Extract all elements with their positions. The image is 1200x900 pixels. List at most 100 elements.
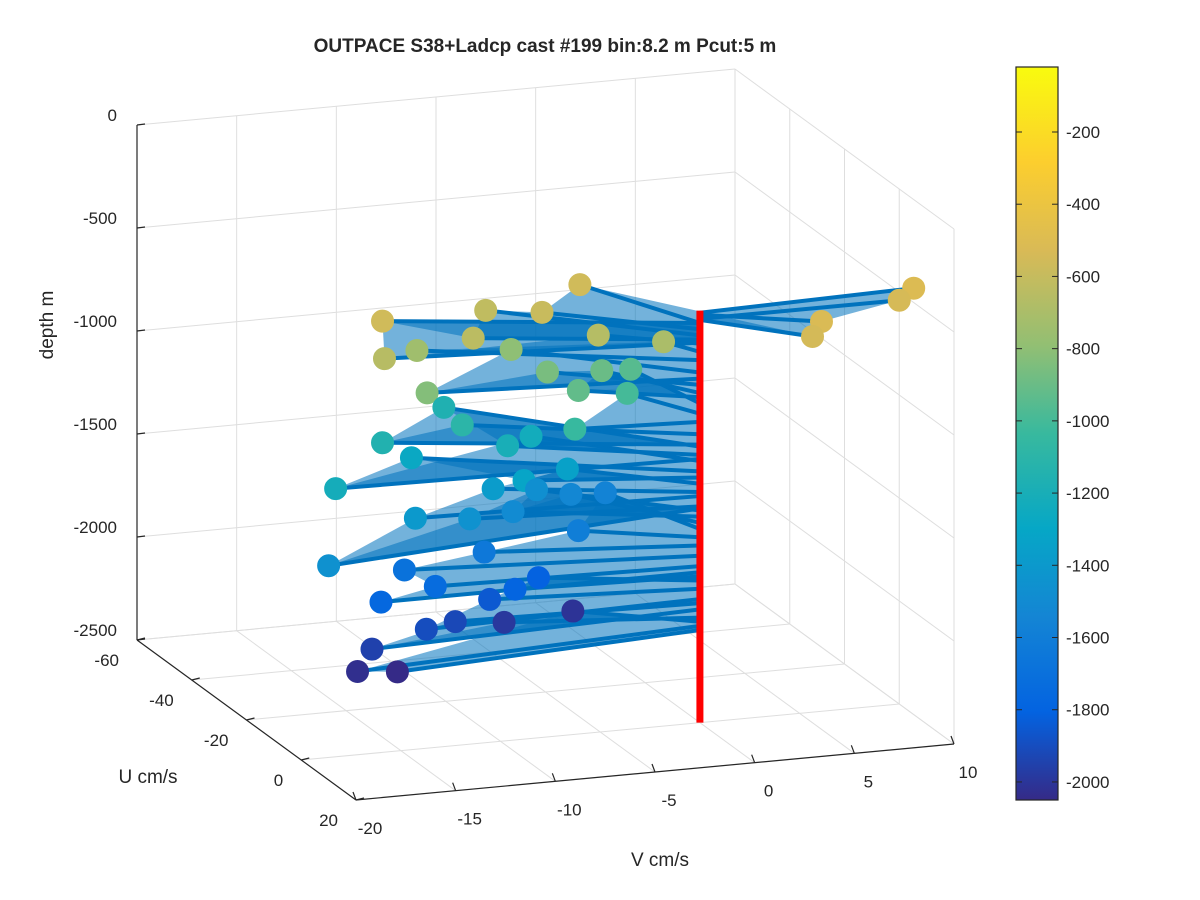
data-marker [519,424,543,448]
colorbar-ticks: -200 -400 -600 -800 -1000 -1200 -1400 -1600 -180… [1016,123,1109,792]
grid-line [734,480,955,642]
data-marker [590,359,614,383]
vector-band [357,625,700,672]
colorbar: -200 -400 -600 -800 -1000 -1200 -1400 -1600 -180… [1015,66,1109,801]
data-marker [317,554,341,578]
vector-band [484,530,700,553]
x-tick-label: -15 [457,810,482,829]
x-tick-mark [452,782,457,791]
vector-band [699,300,900,322]
data-marker [535,360,559,384]
grid-line [136,68,736,126]
vector-band [574,393,700,430]
vector-band [598,335,700,352]
colorbar-gradient [1015,66,1059,801]
z-tick-mark [136,226,146,229]
z-axis-label: depth m [37,291,58,360]
data-marker [458,507,482,531]
data-marker [324,477,348,501]
data-marker [371,309,395,333]
z-tick-mark [136,432,146,435]
x-tick-mark [950,735,955,745]
x-tick-label: 5 [864,772,873,791]
grid-line [136,274,736,332]
data-marker [492,610,516,634]
x-tick-mark [651,763,656,773]
data-marker [526,566,550,590]
x-tick-label: -20 [358,819,383,838]
data-marker [503,577,527,601]
y-tick-label: -60 [94,651,119,670]
y-tick-label: -40 [149,691,174,710]
vector-band [627,369,700,414]
data-marker [801,324,824,348]
grid-line [734,274,955,436]
y-tick-mark [355,797,365,801]
y-tick-label: 20 [319,811,338,830]
data-marker [372,347,396,371]
grid-line [734,68,955,230]
vector-band [357,611,700,672]
grid-line [734,171,955,333]
data-marker [392,558,416,582]
axis-ticks: 0 -500 -1000 -1500 -2000 -2500 -60 -40 -20 0 20 -20… [74,106,978,838]
x-tick-mark [352,791,357,801]
data-marker [415,381,439,405]
data-marker [432,395,456,419]
colorbar-tick-label: -1200 [1066,484,1109,503]
z-tick-mark [136,535,146,538]
data-marker [450,413,474,437]
grid-line [136,171,736,229]
x-tick-label: -5 [661,791,676,810]
vector-band [416,341,700,361]
vector-band [462,421,700,435]
colorbar-tick-label: -1000 [1066,412,1109,431]
data-marker [619,357,643,381]
data-marker [478,587,502,611]
data-marker [461,326,485,350]
data-marker [530,300,554,324]
data-marker [563,417,587,441]
z-tick-label: -2000 [74,518,117,537]
x-tick-mark [850,745,855,754]
y-tick-label: 0 [274,771,283,790]
y-tick-mark [246,717,255,721]
vector-band [570,492,700,530]
data-marker [568,273,592,297]
data-marker [496,434,520,458]
vector-band [547,370,700,394]
vector-band [578,492,700,538]
z-tick-mark [136,123,146,126]
data-marker [499,338,523,362]
vector-band [579,284,813,337]
x-tick-label: 10 [959,763,978,782]
data-marker [403,506,427,530]
data-marker [405,339,429,363]
data-marker [615,381,639,405]
data-marker [474,298,498,322]
colorbar-tick-label: -2000 [1066,773,1109,792]
z-tick-label: 0 [108,106,117,125]
vector-band [427,372,700,393]
vector-band [411,457,700,481]
data-marker [371,431,395,455]
y-tick-mark [136,637,146,641]
chart-title: OUTPACE S38+Ladcp cast #199 bin:8.2 m Pc… [314,36,777,57]
vector-band [404,545,700,570]
z-tick-label: -1000 [74,312,117,331]
colorbar-tick-label: -600 [1066,267,1100,286]
data-marker [472,540,496,564]
data-marker [443,610,467,634]
z-tick-label: -500 [83,209,117,228]
x-tick-label: 0 [764,782,773,801]
data-marker [887,288,911,312]
z-tick-mark [136,329,146,332]
colorbar-tick-label: -1400 [1066,556,1109,575]
z-tick-label: -1500 [74,415,117,434]
data-marker [586,323,610,347]
colorbar-tick-label: -1600 [1066,629,1109,648]
data-marker [593,481,617,505]
data-marker [501,500,525,524]
marker-series [317,273,926,684]
grid-line [734,377,955,539]
